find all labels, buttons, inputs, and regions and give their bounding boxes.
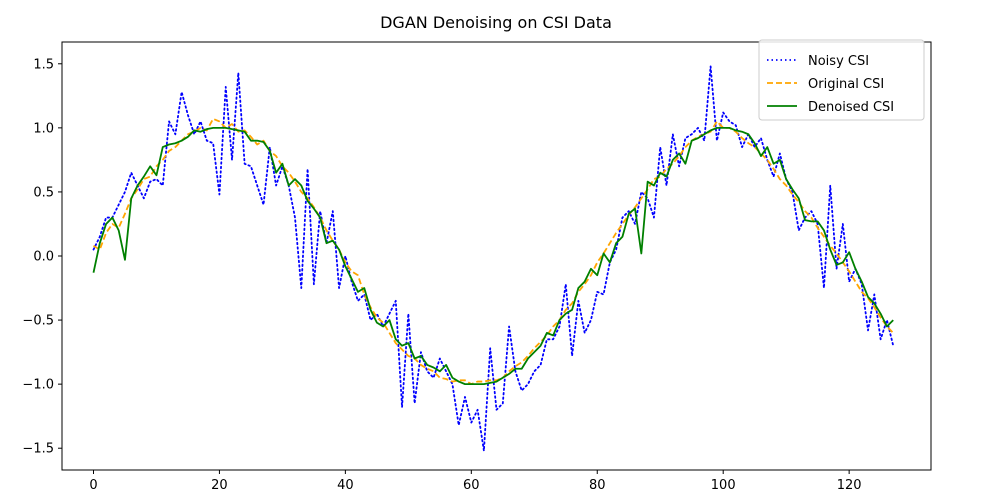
- series-line-noisy-csi: [92, 65, 895, 452]
- series-layer: [92, 65, 895, 452]
- y-tick-label: −1.0: [22, 378, 54, 393]
- x-tick-label: 60: [463, 478, 480, 493]
- y-tick-label: −0.5: [22, 314, 54, 329]
- chart-title: DGAN Denoising on CSI Data: [380, 13, 612, 32]
- x-tick-label: 20: [211, 478, 228, 493]
- x-tick-label: 0: [89, 478, 97, 493]
- series-line-denoised-csi: [92, 126, 894, 386]
- x-tick-label: 120: [837, 478, 862, 493]
- legend-label-noisy: Noisy CSI: [808, 54, 869, 69]
- x-tick-label: 40: [337, 478, 354, 493]
- legend: Noisy CSI Original CSI Denoised CSI: [758, 39, 925, 121]
- x-tick-label: 80: [589, 478, 606, 493]
- y-tick-label: 1.5: [33, 57, 54, 72]
- legend-label-denoised: Denoised CSI: [808, 100, 894, 115]
- y-tick-label: 0.0: [33, 250, 54, 265]
- y-tick-label: −1.5: [22, 442, 54, 457]
- y-tick-label: 0.5: [33, 185, 54, 200]
- legend-label-original: Original CSI: [808, 77, 884, 92]
- y-tick-label: 1.0: [33, 121, 54, 136]
- legend-box: [758, 39, 925, 121]
- axes-layer: 0 20 40 60 80 100 120 −1.5 −1.0 −0.5 0.0 0.5 1.0 1.5: [22, 41, 932, 493]
- x-tick-label: 100: [711, 478, 736, 493]
